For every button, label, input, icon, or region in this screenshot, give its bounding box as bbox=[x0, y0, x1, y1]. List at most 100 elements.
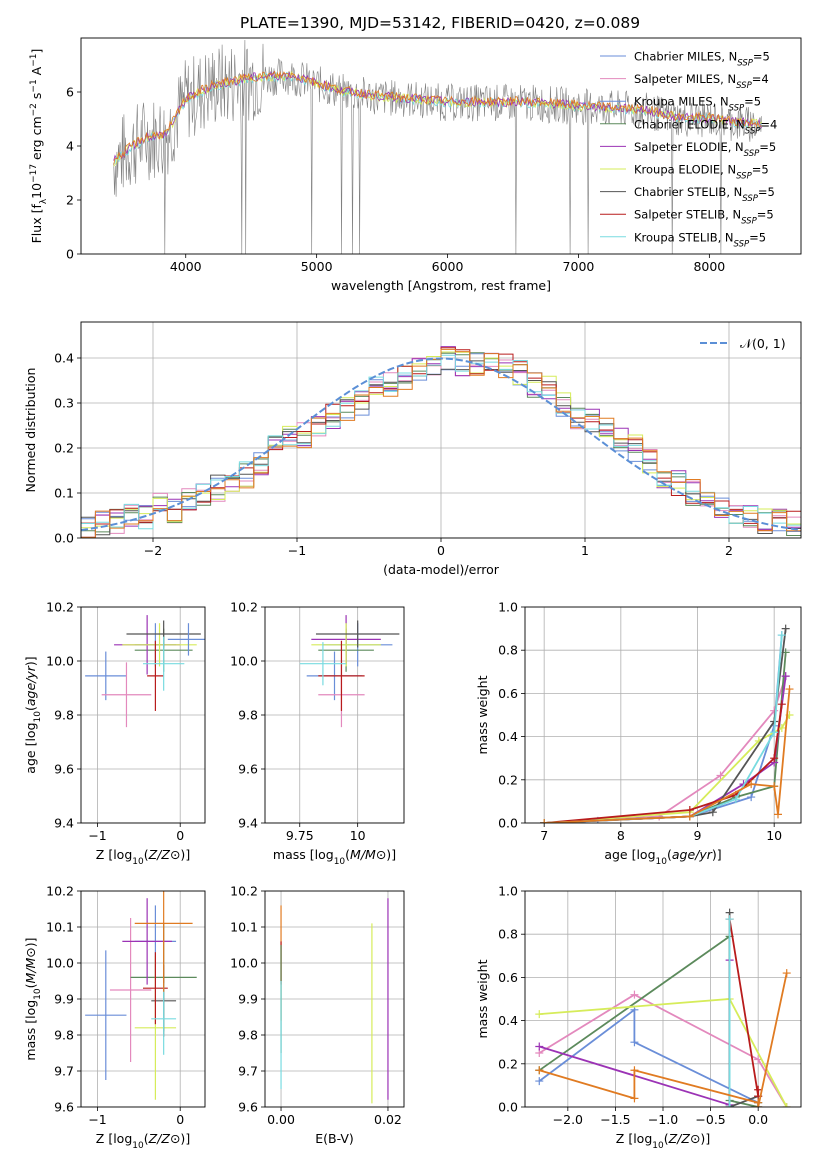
z-age-ytick-label: 9.8 bbox=[54, 708, 74, 723]
z-mass-ytick-label: 10.2 bbox=[46, 884, 74, 899]
ebv-mass-ytick-label: 9.6 bbox=[238, 1100, 258, 1115]
histogram-ytick-label: 0.0 bbox=[54, 531, 74, 546]
z-weight-point-marker bbox=[630, 991, 638, 999]
histogram-axes: −2 −1 0 1 2 0.0 0.1 0.2 0.3 0.4 (data-model)/error… bbox=[23, 322, 801, 577]
z-weight-ytick-label: 1.0 bbox=[498, 884, 518, 899]
z-weight-xtick-label: 0.0 bbox=[748, 1112, 768, 1127]
z-mass-ytick-label: 9.6 bbox=[54, 1100, 74, 1115]
z-age-axes: −1 0 9.4 9.6 9.8 10.0 10.2 Z [log10(Z/Z⊙)] age [… bbox=[23, 600, 209, 868]
z-mass-xtick-label: 0 bbox=[176, 1112, 184, 1127]
histogram-ylabel: Normed distribution bbox=[23, 368, 38, 493]
spectrum-legend-label: Salpeter STELIB, NSSP=5 bbox=[634, 208, 774, 227]
ebv-mass-plot-area bbox=[265, 891, 404, 1107]
spectrum-legend-label: Kroupa ELODIE, NSSP=5 bbox=[634, 163, 769, 182]
z-age-ytick-label: 9.6 bbox=[54, 762, 74, 777]
age-weight-point-marker bbox=[782, 625, 790, 633]
z-weight-axes: −2.0 −1.5 −1.0 −0.5 0.00.00.20.40.60.81.0Z [… bbox=[475, 884, 801, 1152]
z-weight-xlabel: Z [log10(Z/Z⊙)] bbox=[616, 1131, 710, 1151]
z-weight-ytick-label: 0.0 bbox=[498, 1100, 518, 1115]
histogram-xtick-label: 0 bbox=[437, 543, 445, 558]
ebv-mass-xtick-label: 0.02 bbox=[374, 1112, 402, 1127]
ebv-mass-axes: 0.00 0.02 9.6 9.7 9.8 9.9 10.0 10.1 10.2 E(B-V) bbox=[230, 884, 404, 1147]
z-weight-ytick-label: 0.2 bbox=[498, 1056, 518, 1071]
z-weight-point-marker bbox=[783, 969, 791, 977]
mass-age-plot-area bbox=[265, 607, 404, 823]
z-mass-ytick-label: 9.8 bbox=[54, 1028, 74, 1043]
spectrum-ytick-label: 4 bbox=[66, 139, 74, 154]
mass-age-ytick-label: 10.0 bbox=[230, 654, 258, 669]
z-age-ytick-label: 10.2 bbox=[46, 600, 74, 615]
histogram-ytick-label: 0.3 bbox=[54, 396, 74, 411]
z-weight-point-marker bbox=[535, 1043, 543, 1051]
age-weight-ytick-label: 1.0 bbox=[498, 600, 518, 615]
age-weight-point-marker bbox=[786, 685, 794, 693]
figure: PLATE=1390, MJD=53142, FIBERID=0420, z=0… bbox=[0, 0, 819, 1170]
age-weight-series-line bbox=[544, 689, 789, 823]
figure-title: PLATE=1390, MJD=53142, FIBERID=0420, z=0… bbox=[240, 14, 640, 32]
spectrum-legend-label: Chabrier STELIB, NSSP=5 bbox=[634, 185, 775, 204]
z-age-ytick-label: 9.4 bbox=[54, 816, 74, 831]
z-weight-xtick-label: −1.0 bbox=[648, 1112, 678, 1127]
z-mass-plot-area bbox=[81, 855, 205, 1107]
z-age-plot-area bbox=[81, 607, 209, 823]
z-mass-ytick-label: 10.0 bbox=[46, 956, 74, 971]
z-weight-ytick-label: 0.6 bbox=[498, 970, 518, 985]
spectrum-xtick-label: 7000 bbox=[563, 259, 595, 274]
spectrum-xtick-label: 5000 bbox=[301, 259, 333, 274]
histogram-ytick-label: 0.4 bbox=[54, 351, 74, 366]
spectrum-xtick-label: 8000 bbox=[693, 259, 725, 274]
spectrum-ylabel: Flux [fλ10−17 erg cm−2 s−1 A−1] bbox=[29, 49, 49, 244]
spectrum-xtick-label: 6000 bbox=[432, 259, 464, 274]
z-mass-xlabel: Z [log10(Z/Z⊙)] bbox=[96, 1131, 190, 1151]
ebv-mass-xtick-label: 0.00 bbox=[267, 1112, 295, 1127]
age-weight-ytick-label: 0.4 bbox=[498, 729, 518, 744]
age-weight-xtick-label: 8 bbox=[617, 828, 625, 843]
histogram-xtick-label: 1 bbox=[581, 543, 589, 558]
mass-age-xtick-label: 10 bbox=[350, 828, 366, 843]
age-weight-xlabel: age [log10(age/yr)] bbox=[604, 847, 721, 867]
z-weight-series-line bbox=[539, 1010, 758, 1107]
z-mass-ylabel: mass [log10(M/M⊙)] bbox=[23, 937, 43, 1060]
histogram-legend-label: 𝒩(0, 1) bbox=[740, 336, 786, 351]
histogram-xtick-label: 2 bbox=[725, 543, 733, 558]
z-weight-point-marker bbox=[726, 915, 734, 923]
z-weight-point-marker bbox=[630, 1094, 638, 1102]
histogram-xtick-label: −1 bbox=[288, 543, 306, 558]
z-weight-series-line bbox=[539, 936, 758, 1107]
spectrum-ytick-label: 6 bbox=[66, 85, 74, 100]
z-weight-ytick-label: 0.4 bbox=[498, 1013, 518, 1028]
histogram-ytick-label: 0.1 bbox=[54, 486, 74, 501]
ebv-mass-ytick-label: 9.9 bbox=[238, 992, 258, 1007]
age-weight-plot-area bbox=[525, 607, 801, 827]
spectrum-legend-label: Chabrier MILES, NSSP=5 bbox=[634, 50, 770, 69]
mass-age-xtick-label: 9.75 bbox=[286, 828, 314, 843]
age-weight-axes: 7 8 9 100.00.20.40.60.81.0age [log10(age/yr… bbox=[475, 600, 801, 868]
ebv-mass-ytick-label: 9.7 bbox=[238, 1064, 258, 1079]
z-age-xlabel: Z [log10(Z/Z⊙)] bbox=[96, 847, 190, 867]
ebv-mass-ytick-label: 10.2 bbox=[230, 884, 258, 899]
z-mass-axes: −1 09.69.79.89.910.010.110.2Z [log10(Z/Z⊙… bbox=[23, 855, 205, 1151]
z-weight-plot-area bbox=[525, 891, 801, 1111]
mass-age-ytick-label: 9.8 bbox=[238, 708, 258, 723]
z-age-ytick-label: 10.0 bbox=[46, 654, 74, 669]
z-weight-ytick-label: 0.8 bbox=[498, 927, 518, 942]
mass-age-ytick-label: 10.2 bbox=[230, 600, 258, 615]
z-age-xtick-label: −1 bbox=[88, 828, 106, 843]
age-weight-xtick-label: 9 bbox=[694, 828, 702, 843]
z-mass-ytick-label: 9.7 bbox=[54, 1064, 74, 1079]
z-age-ylabel: age [log10(age/yr)] bbox=[23, 656, 43, 773]
histogram-plot-area bbox=[81, 322, 801, 538]
spectrum-xtick-label: 4000 bbox=[170, 259, 202, 274]
z-weight-point-marker bbox=[535, 1010, 543, 1018]
z-weight-point-marker bbox=[630, 1066, 638, 1074]
age-weight-ytick-label: 0.0 bbox=[498, 816, 518, 831]
age-weight-point-marker bbox=[774, 810, 782, 818]
spectrum-axes: 4000 5000 6000 7000 8000 0 2 4 6 wavelength [Angs… bbox=[29, 38, 801, 293]
ebv-mass-ytick-label: 10.1 bbox=[230, 920, 258, 935]
ebv-mass-xlabel: E(B-V) bbox=[315, 1131, 354, 1146]
z-weight-xtick-label: −2.0 bbox=[553, 1112, 583, 1127]
age-weight-xtick-label: 10 bbox=[766, 828, 782, 843]
spectrum-legend-label: Kroupa STELIB, NSSP=5 bbox=[634, 230, 766, 249]
histogram-xtick-label: −2 bbox=[144, 543, 162, 558]
spectrum-ytick-label: 0 bbox=[66, 247, 74, 262]
